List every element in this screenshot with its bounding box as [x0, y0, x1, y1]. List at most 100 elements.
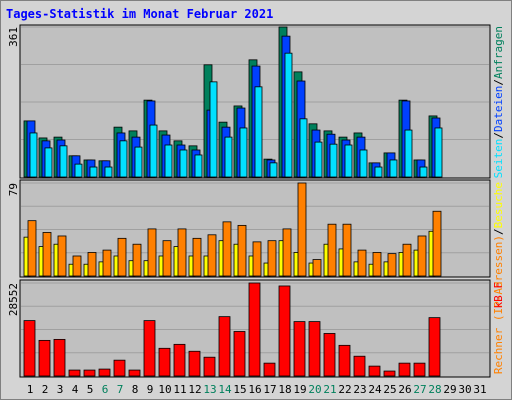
x-tick-label: 16 [248, 383, 261, 396]
bar [194, 154, 203, 178]
bar [158, 347, 171, 377]
bar [38, 339, 51, 377]
panel-middle [19, 179, 491, 278]
bar [263, 362, 276, 377]
bar [417, 235, 427, 277]
bar [179, 149, 188, 178]
bar [207, 234, 217, 277]
bar [239, 127, 248, 178]
bar [248, 282, 261, 377]
bar [308, 321, 321, 377]
bar [209, 81, 218, 178]
bar [59, 145, 68, 178]
bar [297, 182, 307, 277]
bar [44, 147, 53, 178]
x-tick-label: 14 [218, 383, 232, 396]
bar [224, 136, 233, 178]
y-tick-label: 361 [7, 27, 20, 47]
bar [102, 249, 112, 277]
bar [119, 140, 128, 178]
bar [72, 255, 82, 277]
bar [252, 241, 262, 277]
x-tick-label: 17 [263, 383, 276, 396]
x-tick-label: 26 [398, 383, 411, 396]
x-tick-label: 31 [473, 383, 486, 396]
bar [338, 344, 351, 377]
bar [269, 162, 278, 178]
bar [237, 224, 247, 277]
bar [383, 370, 396, 377]
bar [353, 355, 366, 377]
bar [68, 369, 81, 377]
bar [404, 129, 413, 178]
x-tick-label: 20 [308, 383, 321, 396]
legend-entry: Rechner (IP-Adressen) [492, 235, 505, 374]
bar [402, 243, 412, 277]
bar [83, 369, 96, 377]
bar [74, 163, 83, 178]
bar [368, 365, 381, 377]
x-tick-label: 3 [57, 383, 64, 396]
bar [342, 223, 352, 277]
bar [233, 331, 246, 377]
x-tick-label: 28 [428, 383, 441, 396]
bar [27, 220, 37, 277]
bar [432, 210, 442, 277]
x-tick-label: 13 [203, 383, 216, 396]
bar [413, 362, 426, 377]
bar [314, 141, 323, 178]
bar [387, 253, 397, 277]
bar [23, 320, 36, 377]
bar [53, 338, 66, 377]
bar [327, 223, 337, 277]
x-tick-label: 4 [72, 383, 79, 396]
chart-title: Tages-Statistik im Monat Februar 2021 [6, 7, 273, 21]
bar [359, 149, 368, 178]
x-tick-label: 22 [338, 383, 351, 396]
bar [323, 333, 336, 377]
x-tick-label: 27 [413, 383, 426, 396]
legend-separator: / [492, 228, 505, 235]
x-tick-label: 1 [27, 383, 34, 396]
bar [177, 228, 187, 277]
bar [357, 249, 367, 277]
bar [428, 317, 441, 377]
x-tick-label: 2 [42, 383, 49, 396]
bar [293, 321, 306, 377]
bar [254, 86, 263, 178]
bar [113, 359, 126, 377]
bar [284, 52, 293, 178]
bar [188, 350, 201, 377]
bar [267, 240, 277, 277]
bar [98, 368, 111, 377]
legend-entry: Besuche [492, 182, 505, 228]
legend: Rechner (IP-Adressen)/Besuche [492, 182, 505, 374]
bar [312, 259, 322, 277]
bar [147, 228, 157, 277]
bar [329, 143, 338, 178]
bar [162, 240, 172, 277]
x-tick-label: 18 [278, 383, 291, 396]
x-tick-label: 6 [102, 383, 109, 396]
bar [282, 228, 292, 277]
bar [42, 232, 52, 277]
bar [398, 362, 411, 377]
x-tick-label: 25 [383, 383, 396, 396]
bar [434, 127, 443, 178]
bar [374, 166, 383, 178]
x-tick-label: 23 [353, 383, 366, 396]
bar [128, 369, 141, 377]
legend: kB F [492, 282, 505, 309]
bar [344, 144, 353, 178]
bar [143, 320, 156, 377]
x-tick-label: 7 [117, 383, 124, 396]
bar [218, 316, 231, 377]
legend-entry: kB F [492, 282, 505, 309]
legend-entry: Dateien [492, 86, 505, 132]
x-tick-label: 5 [87, 383, 94, 396]
bar [192, 237, 202, 277]
bar [57, 235, 67, 277]
legend-entry: Anfragen [492, 26, 505, 79]
x-tick-label: 29 [443, 383, 456, 396]
